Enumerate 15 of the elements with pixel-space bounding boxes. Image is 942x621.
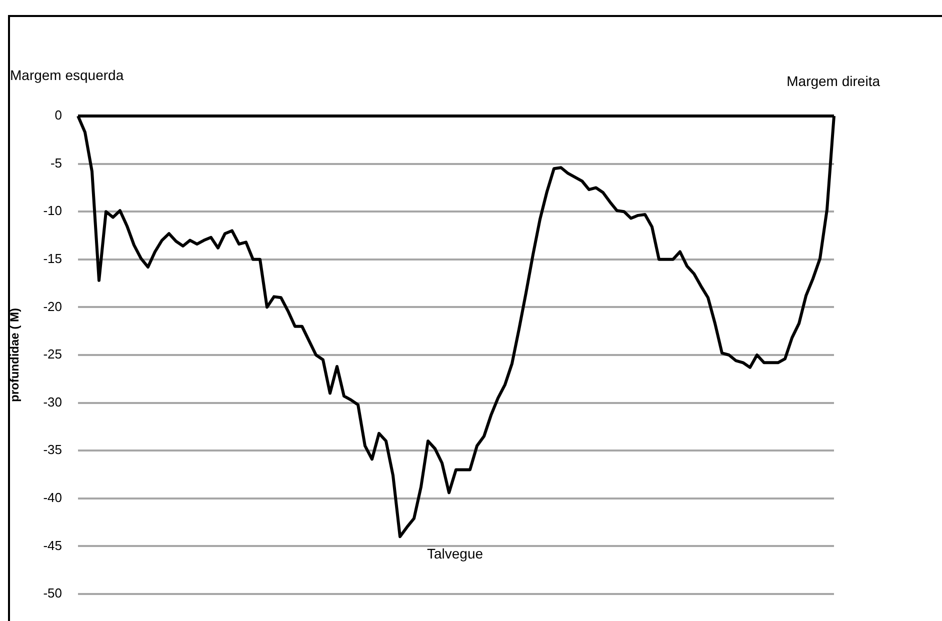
y-tick-label: -45	[43, 538, 62, 553]
y-tick-label: -5	[50, 155, 62, 170]
y-tick-label: -50	[43, 586, 62, 601]
y-tick-label: -35	[43, 442, 62, 458]
y-axis-title: profundidae ( M)	[8, 308, 22, 402]
y-tick-label: -30	[43, 394, 62, 410]
y-tick-label: 0	[54, 108, 62, 123]
y-tick-label: -20	[43, 298, 62, 314]
y-tick-label: -25	[43, 346, 62, 362]
text: Margem esquerda	[10, 67, 124, 83]
annotation: Talvegue	[426, 546, 484, 562]
y-tick-label: -40	[43, 490, 62, 505]
y-tick-label: -15	[43, 250, 62, 266]
y-tick-label: -10	[43, 203, 62, 218]
text: Margem direita	[786, 73, 880, 89]
